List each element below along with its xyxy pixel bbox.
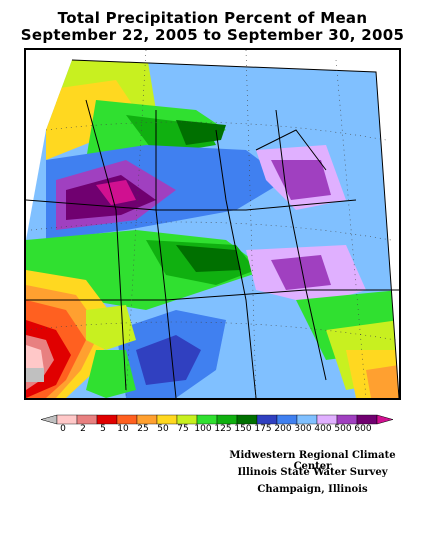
legend-label: 125 <box>214 424 232 434</box>
legend-label: 2 <box>80 424 86 434</box>
state-boundaries <box>26 59 399 398</box>
legend-label: 0 <box>60 424 66 434</box>
legend-label: 150 <box>234 424 252 434</box>
legend-label: 100 <box>194 424 212 434</box>
legend-swatch <box>176 414 198 425</box>
legend-swatch <box>316 414 338 425</box>
legend-over-arrow <box>376 414 394 425</box>
legend-swatch <box>56 414 78 425</box>
credit-survey: Illinois State Water Survey <box>237 467 388 478</box>
map-canvas <box>26 50 399 398</box>
legend-swatch <box>276 414 298 425</box>
legend-label: 400 <box>314 424 332 434</box>
legend-swatch <box>156 414 178 425</box>
legend-swatch <box>296 414 318 425</box>
legend-swatch <box>196 414 218 425</box>
legend-swatch <box>116 414 138 425</box>
map-title: Total Precipitation Percent of Mean <box>57 9 368 27</box>
legend-swatch <box>136 414 158 425</box>
legend-label: 25 <box>137 424 149 434</box>
legend-under-arrow <box>40 414 58 425</box>
legend-swatch <box>96 414 118 425</box>
legend-label: 200 <box>274 424 292 434</box>
precipitation-map <box>24 48 401 400</box>
legend-swatch <box>236 414 258 425</box>
graticule <box>26 50 397 398</box>
color-legend <box>40 414 394 425</box>
credit-center: Midwestern Regional Climate Center <box>229 450 396 472</box>
legend-label: 175 <box>254 424 272 434</box>
legend-label: 300 <box>294 424 312 434</box>
legend-label: 600 <box>354 424 372 434</box>
map-date-range: September 22, 2005 to September 30, 2005 <box>20 26 405 44</box>
credit-location: Champaign, Illinois <box>257 484 368 495</box>
legend-label: 5 <box>100 424 106 434</box>
legend-swatch <box>336 414 358 425</box>
legend-label: 75 <box>177 424 189 434</box>
legend-label: 10 <box>117 424 129 434</box>
precip-shading <box>26 60 399 398</box>
legend-label: 500 <box>334 424 352 434</box>
legend-swatch <box>216 414 238 425</box>
legend-swatch <box>256 414 278 425</box>
legend-swatch <box>76 414 98 425</box>
legend-label: 50 <box>157 424 169 434</box>
legend-swatch <box>356 414 378 425</box>
